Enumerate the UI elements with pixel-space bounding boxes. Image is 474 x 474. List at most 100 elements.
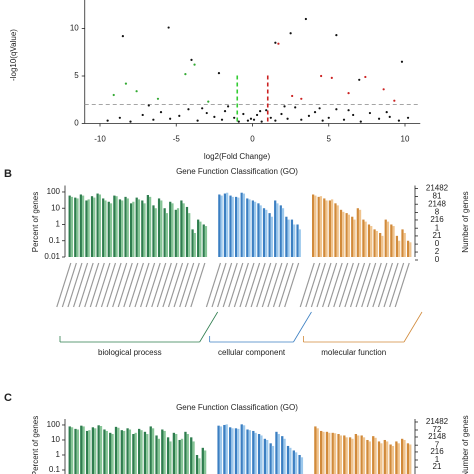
point [167,26,170,29]
bar [323,198,326,257]
point [249,117,253,120]
bar [240,424,243,474]
bar [191,229,194,257]
category-label-stub [372,262,388,308]
bar [202,224,205,257]
y2-tick-label: 1 [435,223,440,232]
bar [114,426,118,474]
point [335,108,338,111]
point [307,114,311,117]
point [406,116,410,119]
point [124,82,128,85]
bar [180,200,183,257]
point [156,97,160,100]
category-label-stub [145,262,161,308]
bar [395,235,399,257]
bar [229,195,232,257]
point [327,116,330,119]
x-tick-label: 0 [250,135,255,144]
category-label-stub [272,262,289,308]
bar [401,438,404,474]
category-label-stub [316,262,332,308]
point [213,115,216,118]
point [246,119,250,122]
bar [138,428,141,474]
bar [246,429,249,474]
bar [198,458,201,474]
point [320,74,323,78]
point [304,17,307,21]
bar [219,426,223,474]
bar [197,219,200,257]
y2-tick-label: 216 [430,215,444,224]
category-label-stub [95,262,111,308]
point [318,107,321,110]
point [205,111,208,115]
bar [339,209,343,257]
bar [395,441,398,474]
point [141,113,144,117]
point [289,32,292,35]
category-label-stub [327,262,343,308]
x-tick-label: 10 [401,135,410,144]
y2-tick-label: 0 [435,239,440,248]
category-label-stub [151,262,167,308]
bar [289,447,292,474]
bar [90,196,94,257]
bar [345,437,348,474]
y2-tick-label: 0 [435,255,440,264]
category-label-stub [84,262,100,308]
bar [234,428,238,474]
bar [373,229,376,257]
bar [406,443,410,474]
bar [277,434,280,474]
category-label-stub [190,262,206,308]
point [388,115,391,118]
bar [111,434,114,474]
y-axis-label: Percent of genes [31,192,40,252]
point [400,60,404,63]
bar [385,441,389,474]
bar [409,444,412,474]
bar [337,434,340,474]
bar [124,196,127,257]
bar [292,450,295,474]
bar [99,426,103,474]
point [300,118,303,121]
bar [268,213,271,257]
group-label: molecular function [321,348,386,357]
bar [155,435,158,474]
bar [68,195,71,257]
bar [383,439,386,474]
point [382,88,385,91]
y2-tick-label: 21482 [426,184,449,193]
y2-tick-label: 21482 [426,417,449,426]
bar [104,200,107,257]
category-label-stub [389,262,405,308]
bar [225,424,228,474]
bar [290,219,294,257]
group-bracket [403,311,423,343]
bar [263,438,267,474]
bar [107,201,110,257]
bar [406,240,410,257]
y2-tick-label: 1 [435,455,440,464]
point [252,118,256,121]
category-label-stub [338,262,354,308]
bar [132,434,135,474]
y-tick-label: 1 [56,220,61,229]
category-label-stub [156,262,172,308]
point [291,94,294,98]
bar [120,430,123,474]
category-label-stub [394,262,410,308]
y-tick-label: 5 [74,71,79,80]
point [359,120,362,123]
bar [409,242,412,257]
point [274,41,277,44]
y-tick-label: 10 [70,24,79,33]
category-label-stub [56,262,72,308]
bar [175,434,178,474]
bar [379,232,382,257]
bar [231,196,234,257]
bar [381,235,384,257]
